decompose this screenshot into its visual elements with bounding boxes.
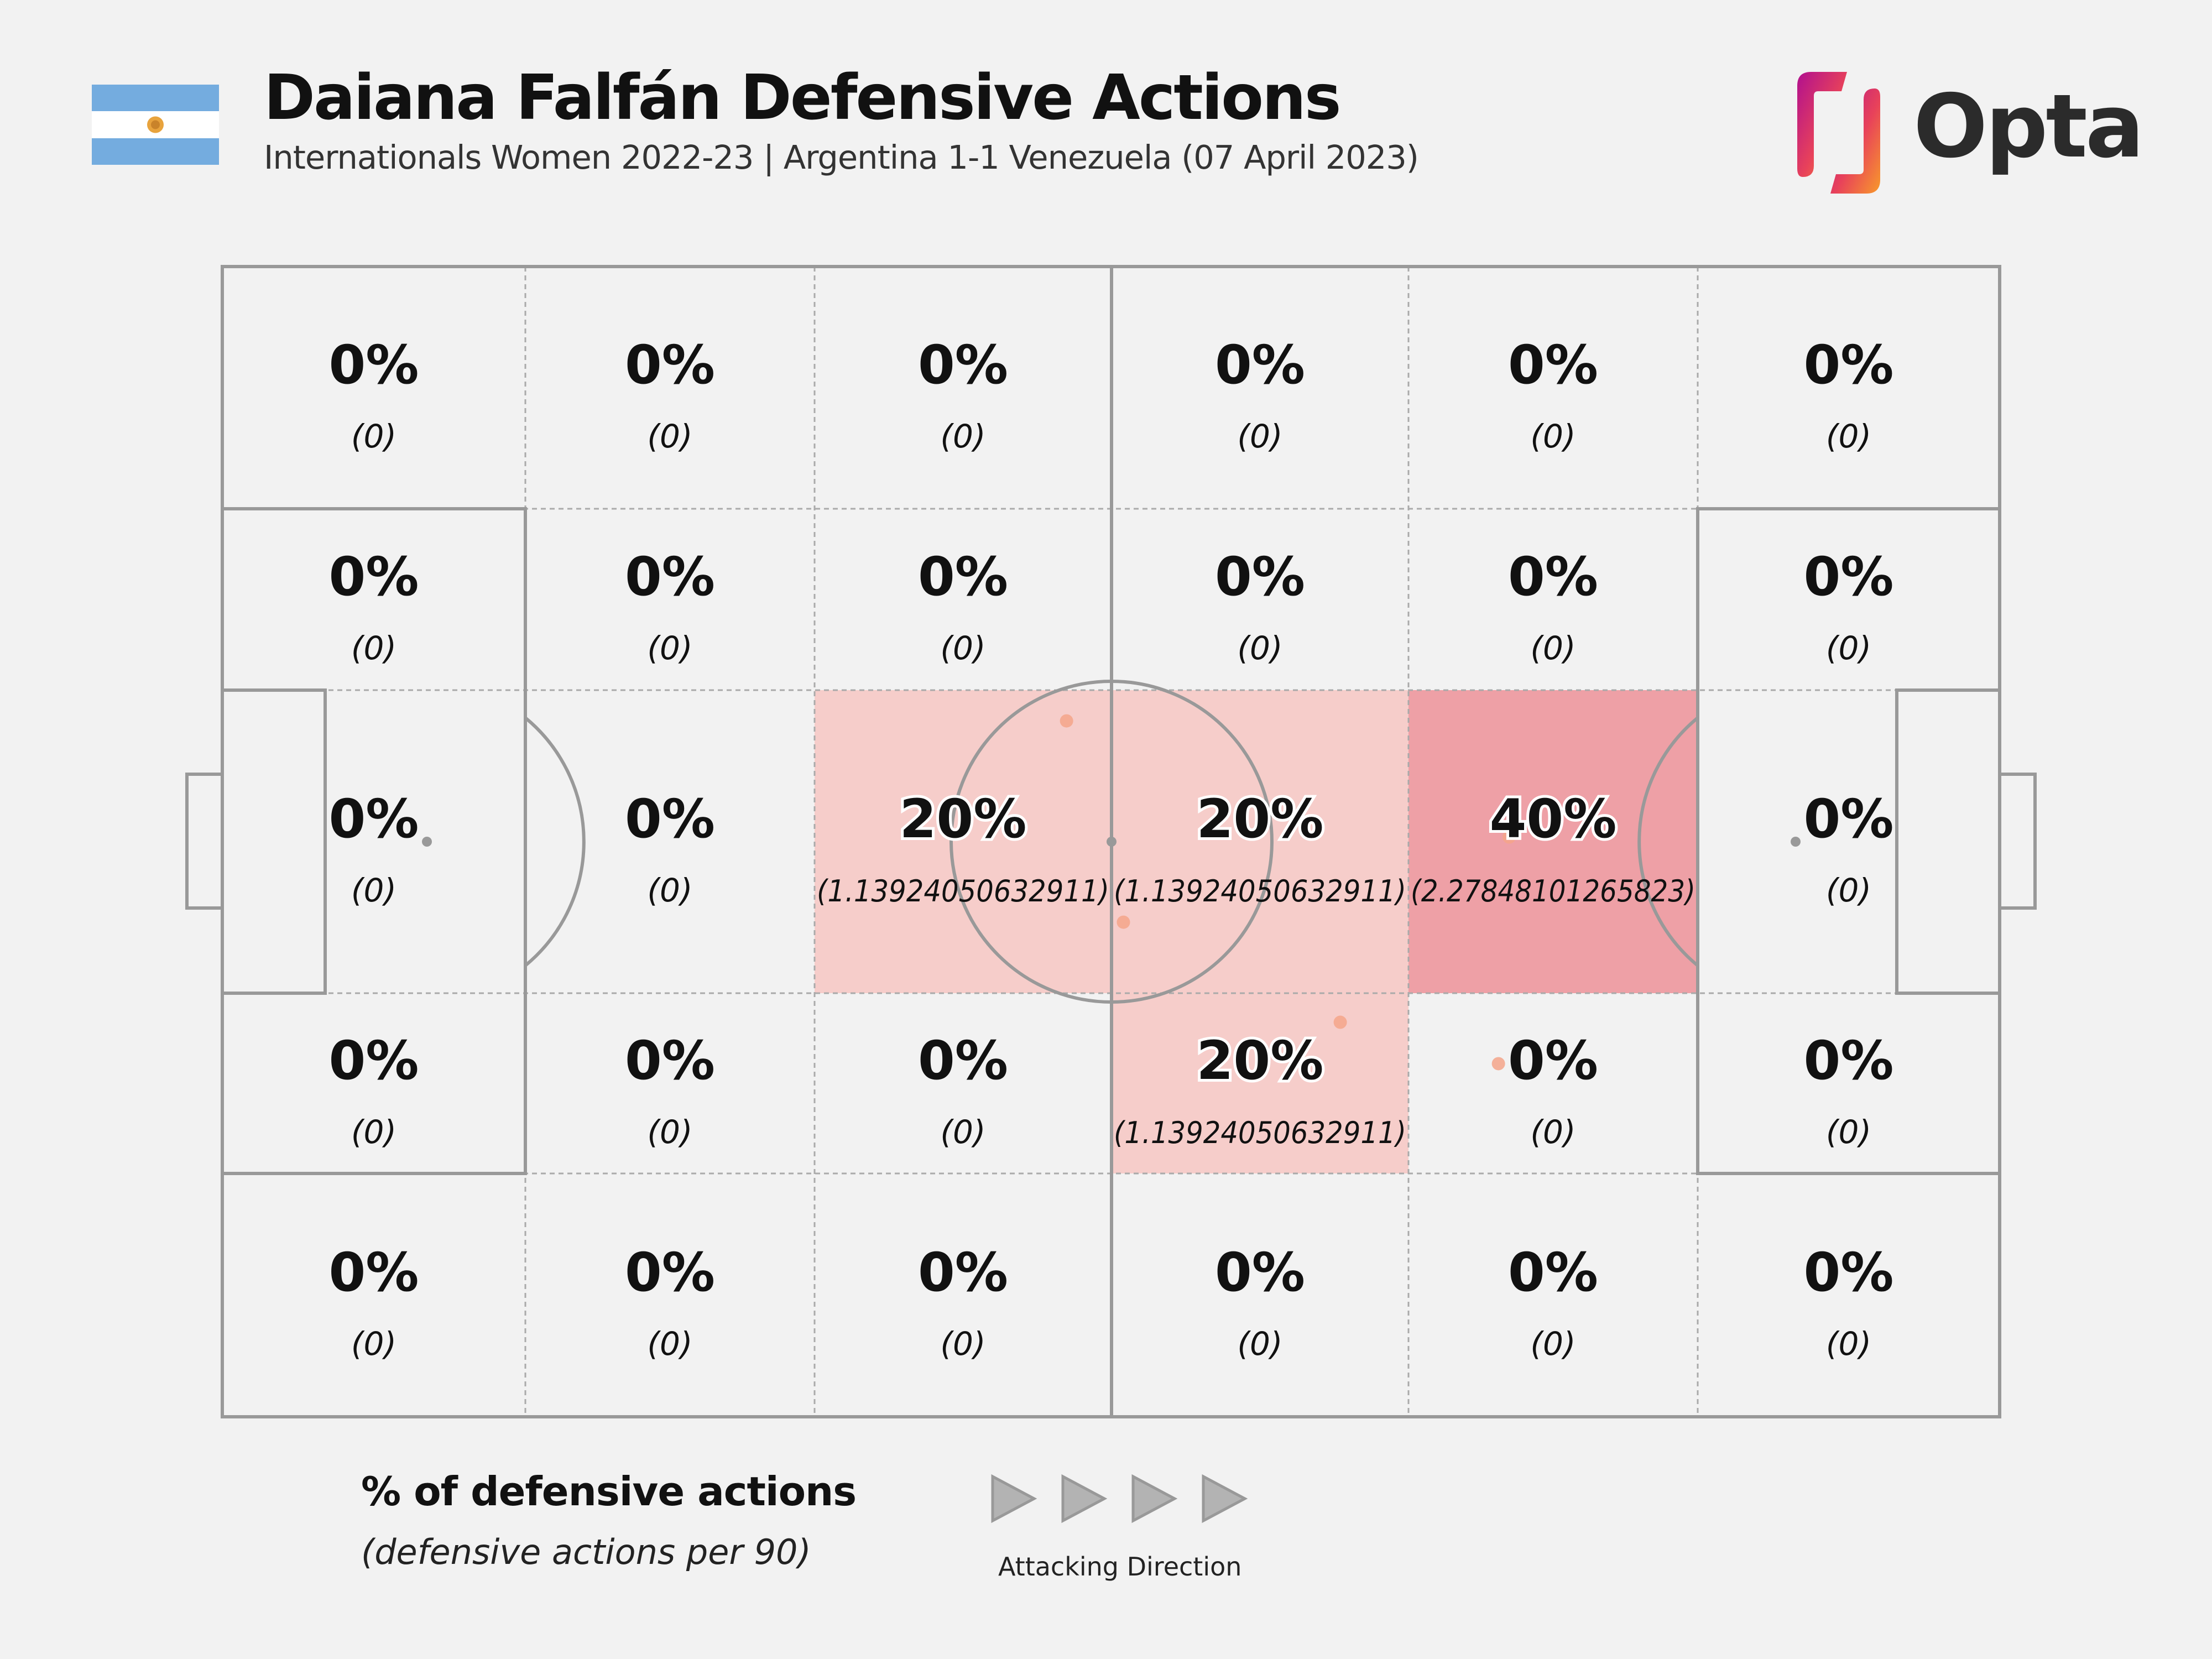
zone-per90-label: (0) xyxy=(1530,629,1575,667)
zone-percent-label: 0% xyxy=(625,1030,715,1092)
direction-arrow-icon xyxy=(991,1474,1037,1524)
right-goal xyxy=(1998,773,2037,910)
zone-fill xyxy=(815,690,1112,993)
zone-per90-label: (0) xyxy=(940,629,985,667)
zone-per90-label: (0) xyxy=(1237,629,1282,667)
attacking-direction-arrows xyxy=(991,1474,1248,1524)
zone-per90-label: (2.27848101265823) xyxy=(1411,874,1695,909)
zone-per90-label: (0) xyxy=(1826,1325,1871,1363)
zone-per90-label: (0) xyxy=(1826,872,1871,909)
zone-per90-label: (0) xyxy=(351,629,397,667)
zone-per90-label: (1.13924050632911) xyxy=(1114,1115,1406,1150)
legend-title: % of defensive actions xyxy=(361,1468,857,1515)
left-six-yard-box xyxy=(221,688,327,995)
zone-per90-label: (0) xyxy=(940,1325,985,1363)
zone-percent-label: 0% xyxy=(1215,546,1305,608)
zone-per90-label: (0) xyxy=(647,1113,692,1151)
direction-arrow-icon xyxy=(1131,1474,1178,1524)
zone-per90-label: (0) xyxy=(647,1325,692,1363)
defensive-action-point xyxy=(1491,1057,1505,1071)
right-penalty-arc xyxy=(1637,716,1699,967)
zone-per90-label: (0) xyxy=(1826,629,1871,667)
zone-fill xyxy=(1112,993,1408,1173)
zone-percent-label: 0% xyxy=(329,788,419,850)
zone-per90-label: (0) xyxy=(1237,1325,1282,1363)
left-penalty-arc xyxy=(524,716,586,967)
legend-subtitle: (defensive actions per 90) xyxy=(361,1532,811,1572)
zone-fill xyxy=(1408,690,1698,993)
zone-percent-label: 20% xyxy=(1197,1030,1324,1092)
zone-fills xyxy=(815,690,1698,1173)
zone-percent-label: 0% xyxy=(625,1241,715,1303)
zone-per90-label: (0) xyxy=(351,872,397,909)
chart-title: Daiana Falfán Defensive Actions xyxy=(264,62,1341,134)
zone-percent-label: 0% xyxy=(1508,1241,1598,1303)
zone-percent-label: 0% xyxy=(918,334,1008,396)
zone-percent-label: 0% xyxy=(1804,1030,1894,1092)
zone-percent-label: 0% xyxy=(329,1030,419,1092)
defensive-action-point xyxy=(1060,714,1073,728)
zone-percent-label: 0% xyxy=(625,546,715,608)
zone-percent-label: 0% xyxy=(625,788,715,850)
argentina-flag xyxy=(92,85,219,165)
zone-per90-label: (0) xyxy=(1826,418,1871,455)
direction-arrow-icon xyxy=(1061,1474,1108,1524)
defensive-action-point xyxy=(1333,1015,1347,1029)
opta-logo xyxy=(1797,72,1880,194)
zone-per90-label: (0) xyxy=(1530,1113,1575,1151)
zone-per90-label: (0) xyxy=(351,1325,397,1363)
defensive-action-point xyxy=(1502,830,1516,844)
left-penalty-spot xyxy=(422,837,432,847)
action-dots xyxy=(1060,714,1516,1071)
zone-percent-label: 0% xyxy=(918,1030,1008,1092)
centre-spot xyxy=(1107,837,1117,847)
left-goal xyxy=(185,773,224,910)
zone-percent-label: 0% xyxy=(625,334,715,396)
zone-per90-label: (0) xyxy=(1530,1325,1575,1363)
zone-per90-label: (0) xyxy=(647,872,692,909)
zone-per90-label: (0) xyxy=(940,418,985,455)
zone-per90-label: (0) xyxy=(1530,418,1575,455)
centre-circle xyxy=(950,680,1274,1004)
zone-percent-label: 0% xyxy=(918,1241,1008,1303)
zone-fill xyxy=(1112,690,1408,993)
zone-per90-label: (0) xyxy=(647,418,692,455)
zone-percent-label: 20% xyxy=(900,788,1027,850)
defensive-action-point xyxy=(1117,915,1130,929)
zone-per90-label: (0) xyxy=(351,1113,397,1151)
zone-per90-label: (0) xyxy=(940,1113,985,1151)
zone-per90-label: (0) xyxy=(647,629,692,667)
zone-percent-label: 0% xyxy=(1804,1241,1894,1303)
zone-percent-label: 0% xyxy=(329,1241,419,1303)
attacking-direction-label: Attacking Direction xyxy=(998,1552,1242,1582)
zone-percent-label: 0% xyxy=(1508,546,1598,608)
zone-percent-label: 0% xyxy=(1804,546,1894,608)
opta-logo-text: Opta xyxy=(1913,76,2145,178)
zone-percent-label: 0% xyxy=(1804,334,1894,396)
zone-percent-label: 0% xyxy=(1215,334,1305,396)
right-six-yard-box xyxy=(1895,688,2001,995)
pitch-spots xyxy=(422,837,1801,847)
zone-per90-label: (1.13924050632911) xyxy=(1114,874,1406,909)
zone-percent-label: 20% xyxy=(1197,788,1324,850)
chart-subtitle: Internationals Women 2022-23 | Argentina… xyxy=(264,138,1419,176)
zone-per90-label: (0) xyxy=(351,418,397,455)
zone-percent-label: 0% xyxy=(1508,334,1598,396)
direction-arrow-icon xyxy=(1202,1474,1248,1524)
zone-per90-label: (0) xyxy=(1826,1113,1871,1151)
zone-percent-label: 0% xyxy=(918,546,1008,608)
zone-percent-label: 0% xyxy=(329,334,419,396)
zone-percent-label: 0% xyxy=(1508,1030,1598,1092)
right-penalty-spot xyxy=(1791,837,1801,847)
zone-percent-label: 0% xyxy=(1804,788,1894,850)
zone-per90-label: (1.13924050632911) xyxy=(817,874,1109,909)
zone-percent-label: 0% xyxy=(329,546,419,608)
zone-labels: 0% (0) 0% (0) 0% (0) 0% (0) 0% (0) 0% (0) 0% (0) 0% (0)… xyxy=(329,334,1894,1363)
zone-per90-label: (0) xyxy=(1237,418,1282,455)
zone-percent-label: 40% xyxy=(1490,788,1617,850)
zone-percent-label: 0% xyxy=(1215,1241,1305,1303)
